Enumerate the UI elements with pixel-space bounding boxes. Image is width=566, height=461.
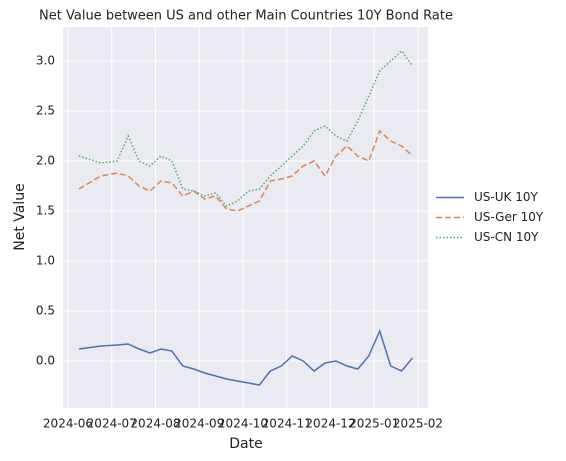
- x-tick-label: 2024-10: [218, 417, 268, 431]
- x-tick-label: 2024-07: [87, 417, 137, 431]
- x-tick-label: 2024-06: [43, 417, 93, 431]
- legend-label: US-UK 10Y: [474, 190, 538, 204]
- y-axis-label: Net Value: [12, 183, 28, 250]
- x-tick-label: 2025-02: [393, 417, 443, 431]
- y-tick-label: 0.0: [36, 354, 55, 368]
- legend-label: US-CN 10Y: [474, 230, 539, 244]
- y-tick-label: 2.5: [36, 104, 55, 118]
- series-line: [78, 328, 414, 386]
- x-tick-label: 2024-08: [130, 417, 180, 431]
- legend-label: US-Ger 10Y: [474, 210, 544, 224]
- x-axis-label: Date: [229, 436, 262, 452]
- y-tick-label: 1.0: [36, 254, 55, 268]
- y-tick-label: 3.0: [36, 54, 55, 68]
- x-tick-label: 2024-12: [305, 417, 355, 431]
- chart-title: Net Value between US and other Main Coun…: [39, 9, 453, 24]
- y-tick-label: 2.0: [36, 154, 55, 168]
- x-tick-label: 2024-09: [174, 417, 224, 431]
- y-tick-label: 0.5: [36, 304, 55, 318]
- x-tick-label: 2025-01: [349, 417, 399, 431]
- x-tick-label: 2024-11: [262, 417, 312, 431]
- y-tick-label: 1.5: [36, 204, 55, 218]
